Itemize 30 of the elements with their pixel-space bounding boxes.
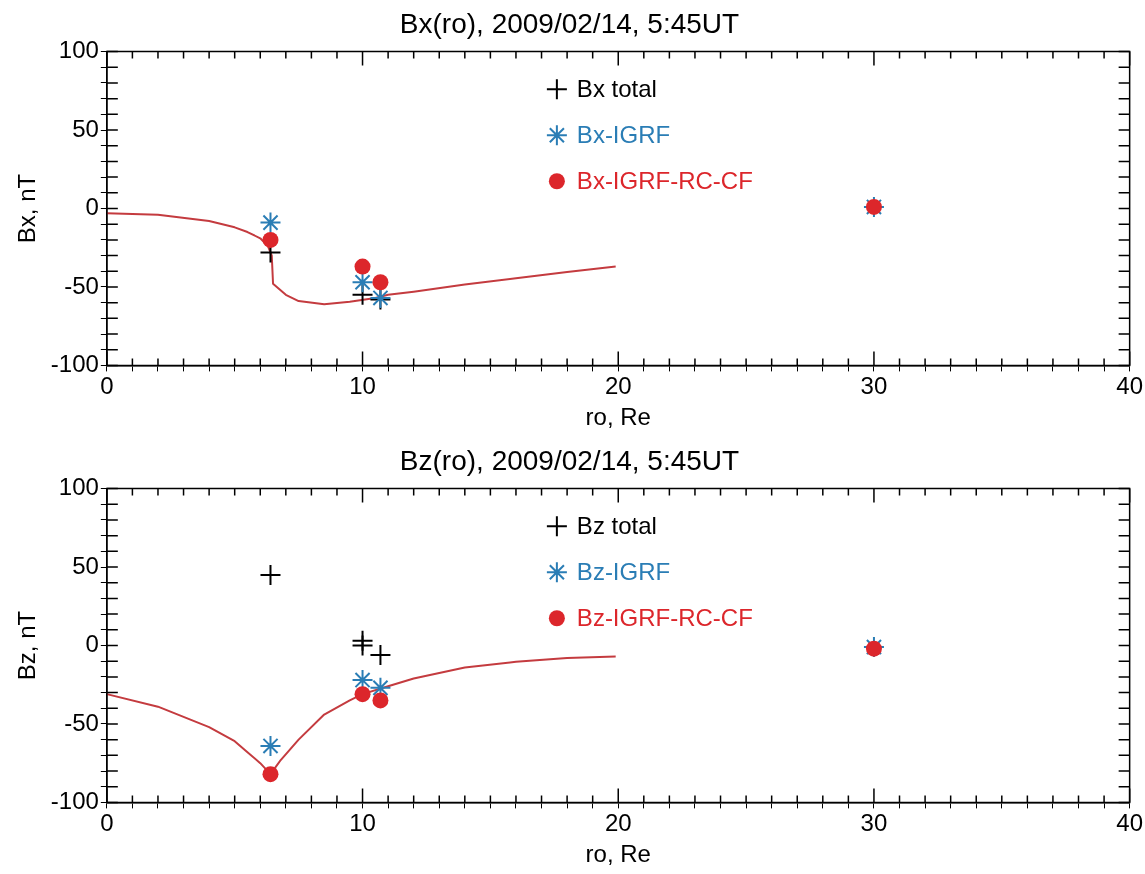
x-tick-label: 40 [1116, 809, 1143, 837]
y-tick-label: 100 [58, 473, 99, 501]
x-tick-label: 20 [604, 809, 632, 837]
legend-label: Bx-IGRF-RC-CF [576, 166, 753, 194]
chart-title: Bz(ro), 2009/02/14, 5:45UT [399, 444, 740, 476]
x-tick-label: 30 [860, 372, 888, 400]
y-tick-label: -50 [64, 271, 99, 299]
y-tick-label: 0 [85, 630, 99, 658]
y-tick-label: -100 [50, 787, 99, 815]
y-tick-label: 50 [72, 114, 99, 142]
y-tick-label: -50 [64, 708, 99, 736]
y-tick-label: 100 [58, 36, 99, 64]
y-tick-label: 0 [85, 193, 99, 221]
x-tick-label: 30 [860, 809, 888, 837]
x-tick-label: 40 [1116, 372, 1143, 400]
legend-label: Bx total [576, 74, 657, 102]
x-tick-label: 20 [604, 372, 632, 400]
y-tick-label: -100 [50, 350, 99, 378]
x-tick-label: 10 [349, 809, 376, 837]
legend-label: Bx-IGRF [576, 120, 671, 148]
x-tick-label: 10 [349, 372, 376, 400]
x-axis-title: ro, Re [585, 840, 651, 868]
y-tick-label: 50 [72, 551, 99, 579]
legend-label: Bz-IGRF [576, 557, 671, 585]
legend-label: Bz-IGRF-RC-CF [576, 603, 753, 631]
x-axis-title: ro, Re [585, 403, 651, 431]
chart-title: Bx(ro), 2009/02/14, 5:45UT [399, 7, 740, 39]
y-axis-title: Bz, nT [13, 610, 41, 681]
y-axis-title: Bx, nT [13, 173, 41, 244]
legend-label: Bz total [576, 511, 657, 539]
